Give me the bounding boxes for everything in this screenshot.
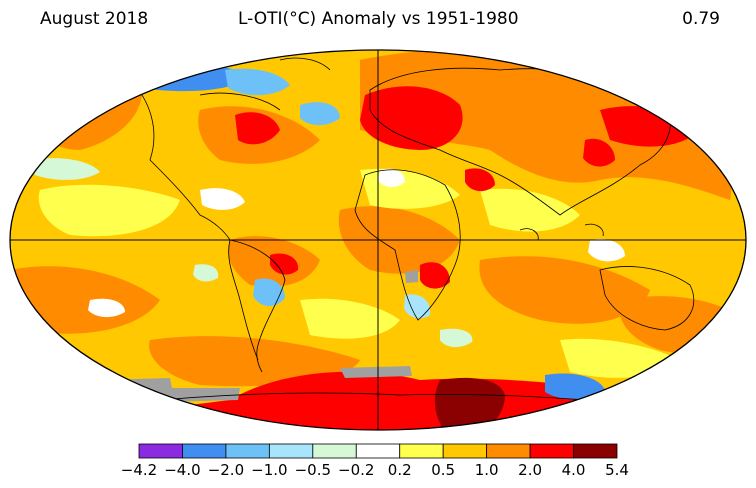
legend-swatch <box>399 443 444 459</box>
legend-tick-label: −2.0 <box>208 461 244 479</box>
globe-outline <box>9 49 747 431</box>
legend-tick-label: 0.2 <box>388 461 412 479</box>
legend-swatch <box>182 443 227 459</box>
legend-swatch <box>268 443 314 459</box>
legend-swatch <box>355 443 401 459</box>
global-mean-value: 0.79 <box>682 9 720 29</box>
legend-tick-label: −1.0 <box>251 461 287 479</box>
legend-tick-label: 1.0 <box>475 461 499 479</box>
map-title: L-OTI(°C) Anomaly vs 1951-1980 <box>238 9 519 29</box>
legend-tick-label: −0.5 <box>295 461 331 479</box>
legend-tick-label: 0.5 <box>431 461 455 479</box>
legend-tick-label: 4.0 <box>562 461 586 479</box>
legend-tick-label: −4.0 <box>164 461 200 479</box>
legend-tick-label: 2.0 <box>518 461 542 479</box>
legend-swatch <box>138 443 183 459</box>
legend-swatch <box>573 443 618 459</box>
legend-swatch <box>529 443 574 459</box>
legend-tick-label: −0.2 <box>338 461 374 479</box>
map-period-label: August 2018 <box>40 9 149 29</box>
legend-swatch <box>225 443 270 459</box>
legend-swatch <box>486 443 531 459</box>
legend-swatches <box>138 443 618 459</box>
legend-tick-label: 5.4 <box>605 461 629 479</box>
legend-tick-label: −4.2 <box>121 461 157 479</box>
legend-swatch <box>442 443 488 459</box>
legend-swatch <box>312 443 357 459</box>
legend-labels: −4.2 −4.0 −2.0 −1.0 −0.5 −0.2 0.2 0.5 1.0 2.0 4.0 5… <box>121 461 629 479</box>
